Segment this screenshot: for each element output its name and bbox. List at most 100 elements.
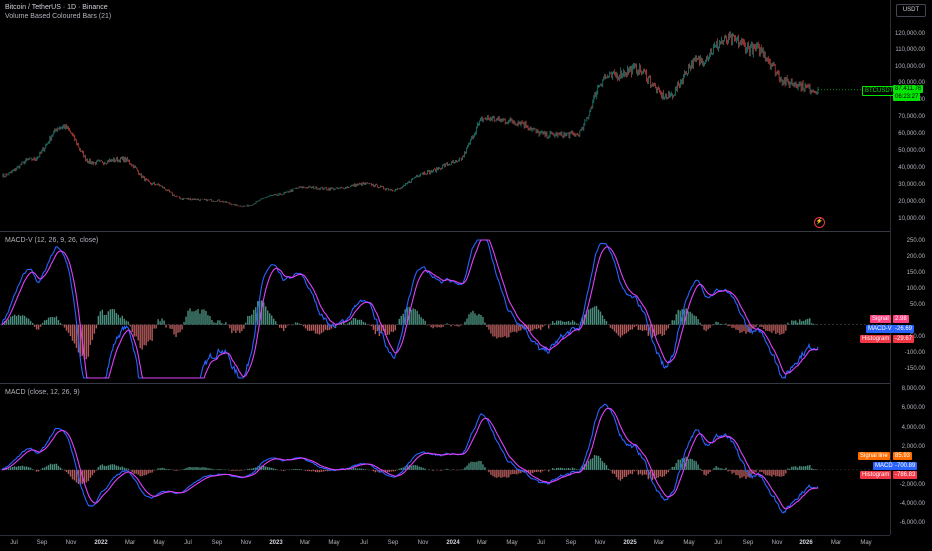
histogram-bar: [36, 470, 37, 472]
histogram-bar: [713, 324, 714, 325]
histogram-bar: [66, 325, 67, 331]
histogram-bar: [155, 325, 156, 329]
hist-tag-label: Histogram: [860, 335, 891, 343]
histogram-bar: [418, 467, 419, 470]
histogram-bar: [735, 325, 736, 330]
histogram-bar: [269, 313, 270, 324]
histogram-bar: [175, 470, 176, 471]
histogram-bar: [177, 325, 178, 333]
histogram-bar: [769, 325, 770, 332]
histogram-bar: [604, 463, 605, 470]
histogram-bar: [632, 470, 633, 474]
histogram-bar: [86, 325, 87, 360]
flash-icon[interactable]: ⚡: [814, 217, 825, 228]
symbol-tag: BTCUSDT: [862, 86, 896, 96]
price-tick: 120,000.00: [895, 31, 925, 37]
histogram-bar: [785, 470, 786, 474]
histogram-bar: [674, 467, 675, 470]
histogram-bar: [432, 470, 433, 471]
histogram-bar: [205, 311, 206, 325]
histogram-bar: [28, 319, 29, 325]
histogram-bar: [307, 325, 308, 331]
histogram-bar: [355, 468, 356, 470]
price-tick: 30,000.00: [898, 182, 925, 188]
histogram-bar: [267, 467, 268, 470]
histogram-bar: [705, 470, 706, 476]
histogram-bar: [233, 325, 234, 331]
histogram-bar: [285, 325, 286, 328]
histogram-bar: [729, 470, 730, 471]
chart-area[interactable]: Bitcoin / TetherUS · 1D · Binance Volume…: [0, 0, 890, 550]
histogram-bar: [104, 315, 105, 325]
currency-button[interactable]: USDT: [896, 4, 926, 17]
histogram-bar: [697, 319, 698, 325]
histogram-bar: [430, 325, 431, 328]
histogram-bar: [562, 321, 563, 324]
histogram-bar: [139, 470, 140, 476]
histogram-bar: [353, 468, 354, 470]
time-axis-label: 2022: [94, 540, 107, 546]
histogram-bar: [743, 470, 744, 477]
macd-tag-label: MACD: [873, 462, 895, 470]
histogram-bar: [588, 309, 589, 324]
histogram-bar: [165, 325, 166, 328]
histogram-bar: [281, 470, 282, 471]
macd-legend[interactable]: MACD (close, 12, 26, 9): [5, 389, 80, 396]
histogram-bar: [287, 325, 288, 326]
chart-canvas[interactable]: [0, 0, 890, 535]
histogram-bar: [538, 470, 539, 472]
histogram-bar: [56, 464, 57, 470]
histogram-bar: [395, 470, 396, 471]
histogram-bar: [267, 310, 268, 324]
histogram-bar: [478, 314, 479, 325]
histogram-bar: [598, 310, 599, 325]
histogram-bar: [687, 311, 688, 324]
histogram-bar: [564, 469, 565, 470]
pane-separator[interactable]: [0, 383, 932, 384]
histogram-bar: [668, 325, 669, 329]
histogram-bar: [502, 470, 503, 477]
histogram-bar: [44, 467, 45, 469]
histogram-bar: [496, 325, 497, 339]
histogram-bar: [791, 467, 792, 470]
histogram-bar: [213, 322, 214, 324]
indicator-legend-volume-bars[interactable]: Volume Based Coloured Bars (21): [5, 13, 111, 20]
histogram-bar: [622, 325, 623, 336]
histogram-bar: [365, 323, 366, 325]
histogram-bar: [247, 469, 248, 470]
histogram-bar: [466, 319, 467, 325]
histogram-bar: [701, 470, 702, 471]
macdv-legend[interactable]: MACD-V (12, 26, 9, 26, close): [5, 237, 98, 244]
time-axis-label: Sep: [37, 540, 48, 546]
histogram-bar: [116, 313, 117, 325]
histogram-bar: [610, 325, 611, 328]
price-tick: 60,000.00: [898, 131, 925, 137]
histogram-bar: [773, 470, 774, 475]
histogram-bar: [705, 325, 706, 331]
time-axis-label: May: [860, 540, 871, 546]
histogram-bar: [632, 325, 633, 330]
pane-separator[interactable]: [0, 231, 932, 232]
histogram-bar: [106, 466, 107, 470]
histogram-bar: [707, 325, 708, 330]
histogram-bar: [96, 470, 97, 471]
symbol-title[interactable]: Bitcoin / TetherUS · 1D · Binance: [5, 4, 108, 11]
histogram-bar: [488, 470, 489, 472]
histogram-bar: [106, 315, 107, 325]
histogram-bar: [239, 470, 240, 471]
histogram-bar: [305, 470, 306, 471]
histogram-bar: [90, 470, 91, 478]
histogram-bar: [367, 324, 368, 325]
histogram-bar: [271, 316, 272, 325]
histogram-bar: [173, 325, 174, 335]
histogram-bar: [88, 470, 89, 481]
time-axis-label: Mar: [477, 540, 487, 546]
time-axis-label: May: [683, 540, 694, 546]
histogram-bar: [807, 319, 808, 325]
histogram-bar: [558, 468, 559, 470]
histogram-bar: [634, 325, 635, 327]
histogram-bar: [492, 325, 493, 337]
histogram-bar: [668, 470, 669, 472]
histogram-bar: [195, 310, 196, 324]
